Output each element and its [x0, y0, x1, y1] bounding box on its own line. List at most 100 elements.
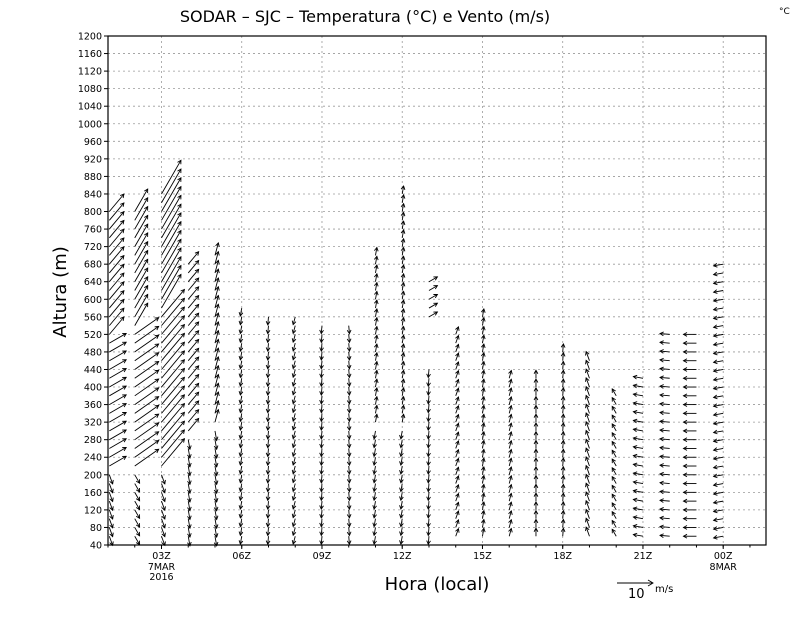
- y-tick-label: 480: [84, 347, 102, 358]
- wind-vector: [659, 401, 670, 407]
- y-tick-label: 920: [84, 154, 102, 165]
- wind-vector: [214, 356, 220, 370]
- wind-vector: [659, 445, 670, 451]
- wind-vector: [346, 465, 352, 475]
- wind-vector: [319, 527, 324, 537]
- wind-vector: [161, 394, 186, 423]
- wind-vector: [455, 343, 460, 353]
- wind-vector: [214, 382, 220, 396]
- wind-vector: [109, 455, 127, 467]
- wind-vector: [238, 518, 244, 528]
- wind-vector: [426, 422, 431, 432]
- wind-vector: [374, 290, 379, 300]
- wind-vector: [109, 438, 127, 449]
- wind-vector: [319, 457, 324, 467]
- wind-vector: [400, 255, 406, 265]
- wind-vector: [400, 264, 406, 274]
- wind-vector: [346, 369, 352, 379]
- wind-vector: [134, 205, 149, 230]
- wind-vector: [399, 430, 404, 440]
- wind-vector: [682, 498, 697, 504]
- wind-vector: [611, 405, 617, 414]
- wind-vector: [319, 378, 324, 388]
- wind-vector: [712, 526, 724, 531]
- wind-vector: [682, 384, 697, 390]
- wind-vector: [712, 517, 724, 523]
- wind-vector: [611, 475, 617, 484]
- wind-vector: [712, 491, 724, 496]
- wind-vector: [659, 349, 670, 354]
- wind-vector: [134, 509, 141, 520]
- wind-vector: [319, 465, 324, 475]
- y-tick-label: 1080: [78, 84, 102, 95]
- wind-vector: [712, 438, 724, 444]
- wind-vector: [108, 483, 114, 494]
- wind-vector: [560, 404, 566, 414]
- wind-vector: [346, 404, 352, 414]
- wind-vector: [291, 457, 297, 466]
- wind-vector: [632, 497, 644, 503]
- wind-vector: [533, 500, 539, 510]
- wind-vector: [134, 188, 149, 212]
- wind-vector: [134, 378, 160, 397]
- wind-vector: [265, 360, 271, 370]
- wind-vector: [134, 284, 149, 309]
- wind-vector: [108, 193, 125, 212]
- wind-vector: [346, 492, 352, 502]
- wind-vector: [238, 483, 244, 493]
- wind-vector: [400, 378, 406, 388]
- wind-vector: [187, 286, 200, 300]
- wind-vector: [109, 420, 127, 432]
- y-tick-label: 80: [90, 523, 102, 534]
- wind-vector: [238, 501, 244, 510]
- wind-vector: [481, 378, 486, 388]
- wind-vector: [508, 510, 513, 519]
- wind-vector: [374, 404, 379, 414]
- wind-vector: [134, 293, 149, 318]
- y-axis-ticks: 40 80 120 160 200 240 280 320 360 400 440 480 520 560…: [78, 32, 108, 552]
- wind-vector: [161, 229, 182, 265]
- wind-vector: [187, 391, 200, 405]
- wind-vector: [109, 447, 127, 458]
- wind-vector: [238, 325, 244, 335]
- wind-vector: [426, 465, 431, 475]
- wind-vector: [560, 448, 566, 458]
- wind-vector: [265, 509, 271, 519]
- wind-vector: [533, 509, 539, 519]
- wind-vector: [291, 465, 297, 475]
- y-tick-label: 280: [84, 435, 102, 446]
- wind-vector: [134, 492, 141, 502]
- wind-vector: [611, 528, 617, 537]
- wind-vector: [659, 463, 670, 468]
- wind-vector: [265, 369, 271, 379]
- wind-vector: [187, 417, 200, 432]
- wind-vector: [533, 386, 539, 396]
- wind-vector: [187, 465, 192, 477]
- wind-vector: [291, 325, 297, 335]
- wind-vector: [632, 418, 644, 424]
- y-tick-label: 400: [84, 383, 102, 394]
- wind-vector: [533, 395, 539, 405]
- wind-vector: [508, 439, 513, 449]
- wind-vector: [611, 423, 617, 432]
- x-tick-label: 21Z: [634, 551, 653, 562]
- wind-vector: [585, 429, 590, 440]
- wind-vector: [161, 247, 182, 282]
- wind-vector: [712, 333, 724, 338]
- wind-vector: [399, 457, 404, 467]
- x-tick-label: 12Z: [393, 551, 412, 562]
- wind-vector: [560, 500, 566, 510]
- wind-vector: [238, 457, 244, 467]
- wind-vector: [585, 456, 590, 467]
- wind-vector: [161, 315, 186, 344]
- wind-vector: [108, 202, 125, 221]
- wind-vector: [134, 527, 141, 537]
- wind-vector: [134, 535, 141, 546]
- wind-vector: [400, 185, 406, 195]
- wind-vector: [533, 448, 539, 458]
- wind-vector: [632, 374, 644, 380]
- wind-vector: [187, 527, 192, 538]
- wind-vector: [712, 420, 724, 426]
- wind-vector: [346, 501, 352, 511]
- wind-vector: [214, 259, 220, 274]
